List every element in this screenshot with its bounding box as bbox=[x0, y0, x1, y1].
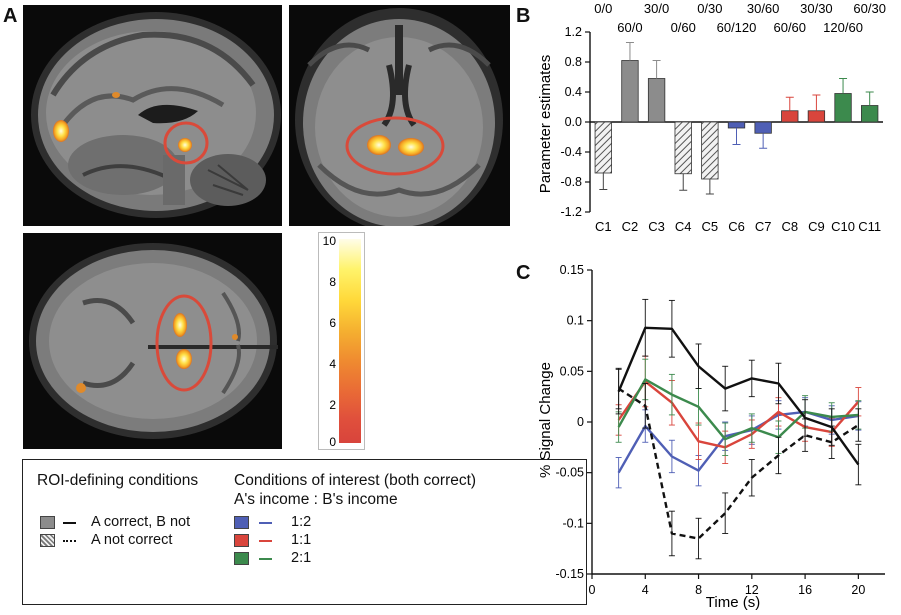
series-line bbox=[617, 410, 859, 474]
legend-line-solid bbox=[63, 522, 76, 524]
bar bbox=[701, 121, 719, 180]
line-chart-ytick-label: 0 bbox=[577, 415, 584, 429]
bar-top-label: 60/0 bbox=[617, 20, 642, 35]
bar-category-label: C8 bbox=[781, 219, 798, 234]
colorbar: 10 8 6 4 2 0 bbox=[318, 232, 365, 450]
bar-category-label: C11 bbox=[858, 219, 881, 234]
line-chart-xtick-label: 0 bbox=[589, 583, 596, 597]
panel-label-c: C bbox=[516, 262, 531, 284]
bar-top-label: 30/60 bbox=[747, 1, 780, 16]
legend-swatch-hatched bbox=[40, 534, 55, 547]
bar-chart-ytick-label: 1.2 bbox=[565, 25, 582, 39]
bar-chart-ylabel: Parameter estimates bbox=[537, 55, 554, 193]
line-chart-ylabel: % Signal Change bbox=[537, 362, 554, 478]
bar bbox=[727, 121, 746, 129]
mri-sagittal-slice bbox=[23, 5, 282, 226]
bar bbox=[621, 60, 639, 123]
bar-chart-ytick-label: 0.0 bbox=[565, 115, 582, 129]
bar bbox=[781, 110, 799, 123]
bar bbox=[807, 110, 826, 123]
colorbar-tick: 4 bbox=[329, 357, 336, 371]
bar-category-label: C9 bbox=[808, 219, 825, 234]
series-line bbox=[617, 380, 860, 449]
legend-line-blue bbox=[259, 522, 272, 524]
bar-top-label: 60/120 bbox=[717, 20, 757, 35]
bar-chart-ytick-label: 0.4 bbox=[565, 85, 582, 99]
bar-chart-ytick-label: -0.8 bbox=[560, 175, 582, 189]
line-chart-xtick-label: 20 bbox=[851, 583, 865, 597]
bar bbox=[674, 121, 692, 175]
bar-top-label: 0/0 bbox=[594, 1, 612, 16]
mri-axial-slice bbox=[23, 233, 282, 449]
bar-chart-ytick-label: -1.2 bbox=[560, 205, 582, 219]
line-chart-xtick-label: 12 bbox=[745, 583, 759, 597]
bar-top-label: 30/30 bbox=[800, 1, 833, 16]
colorbar-tick: 10 bbox=[323, 234, 337, 248]
bar-top-label: 0/60 bbox=[671, 20, 696, 35]
bar-category-label: C4 bbox=[675, 219, 692, 234]
legend-swatch-green bbox=[234, 552, 249, 565]
bar bbox=[834, 93, 852, 123]
legend-roi-item-2: A not correct bbox=[91, 532, 173, 548]
legend-swatch-blue bbox=[234, 516, 249, 529]
colorbar-tick: 6 bbox=[329, 316, 336, 330]
panel-label-b: B bbox=[516, 5, 531, 27]
bar-category-label: C1 bbox=[595, 219, 612, 234]
colorbar-tick: 0 bbox=[329, 435, 336, 449]
bar-category-label: C5 bbox=[702, 219, 719, 234]
line-chart-ytick-label: 0.15 bbox=[560, 263, 584, 277]
bar-chart-ytick-label: 0.8 bbox=[565, 55, 582, 69]
legend-line-red bbox=[259, 540, 272, 542]
colorbar-tick: 8 bbox=[329, 275, 336, 289]
line-chart-ytick-label: -0.05 bbox=[556, 466, 585, 480]
bar bbox=[647, 78, 666, 123]
legend-swatch-red bbox=[234, 534, 249, 547]
legend-interest-item-2: 1:1 bbox=[291, 532, 312, 548]
bar-top-label: 0/30 bbox=[697, 1, 722, 16]
mri-coronal-slice bbox=[289, 5, 510, 226]
bar-category-label: C7 bbox=[755, 219, 772, 234]
line-chart-ytick-label: -0.15 bbox=[556, 567, 585, 581]
bar-top-label: 60/60 bbox=[773, 20, 806, 35]
bar-category-label: C2 bbox=[622, 219, 639, 234]
line-chart-xlabel: Time (s) bbox=[706, 594, 760, 611]
bar-category-label: C3 bbox=[648, 219, 665, 234]
colorbar-axis: 10 8 6 4 2 0 bbox=[323, 234, 337, 449]
legend-roi-title: ROI-defining conditions bbox=[37, 472, 199, 489]
line-chart-ytick-label: -0.1 bbox=[562, 516, 584, 530]
bar-category-label: C6 bbox=[728, 219, 745, 234]
bar bbox=[754, 121, 772, 134]
bar bbox=[861, 105, 879, 123]
line-chart-xtick-label: 16 bbox=[798, 583, 812, 597]
bar-top-label: 30/0 bbox=[644, 1, 669, 16]
bar-chart-ytick-label: -0.4 bbox=[560, 145, 582, 159]
bar-top-label: 60/30 bbox=[853, 1, 886, 16]
series-line bbox=[617, 326, 860, 466]
colorbar-gradient bbox=[339, 239, 361, 443]
panel-label-a: A bbox=[3, 5, 18, 27]
line-chart-ytick-label: 0.05 bbox=[560, 364, 584, 378]
line-chart-xtick-label: 4 bbox=[642, 583, 649, 597]
legend-swatch-gray bbox=[40, 516, 55, 529]
legend-interest-item-3: 2:1 bbox=[291, 550, 312, 566]
legend-line-green bbox=[259, 558, 272, 560]
legend-interest-subtitle: A's income : B's income bbox=[234, 491, 398, 508]
legend-line-dotted bbox=[63, 540, 76, 542]
bar-category-label: C10 bbox=[831, 219, 855, 234]
bar-chart: Parameter estimates 1.2 0.8 0.4 0.0 -0.4 -0.8… bbox=[537, 1, 886, 234]
bar bbox=[594, 121, 612, 174]
series-line bbox=[617, 378, 859, 441]
line-chart: % Signal Change Time (s) 0.15 0.1 0.05 0 -0.… bbox=[537, 263, 885, 611]
legend-box: ROI-defining conditions Conditions of in… bbox=[22, 459, 587, 605]
series-line bbox=[617, 387, 860, 540]
line-chart-xtick-label: 8 bbox=[695, 583, 702, 597]
line-chart-ytick-label: 0.1 bbox=[567, 314, 584, 328]
legend-interest-item-1: 1:2 bbox=[291, 514, 312, 530]
legend-roi-item-1: A correct, B not bbox=[91, 514, 191, 530]
colorbar-tick: 2 bbox=[329, 398, 336, 412]
bar-top-label: 120/60 bbox=[823, 20, 863, 35]
legend-interest-title: Conditions of interest (both correct) bbox=[234, 472, 477, 489]
